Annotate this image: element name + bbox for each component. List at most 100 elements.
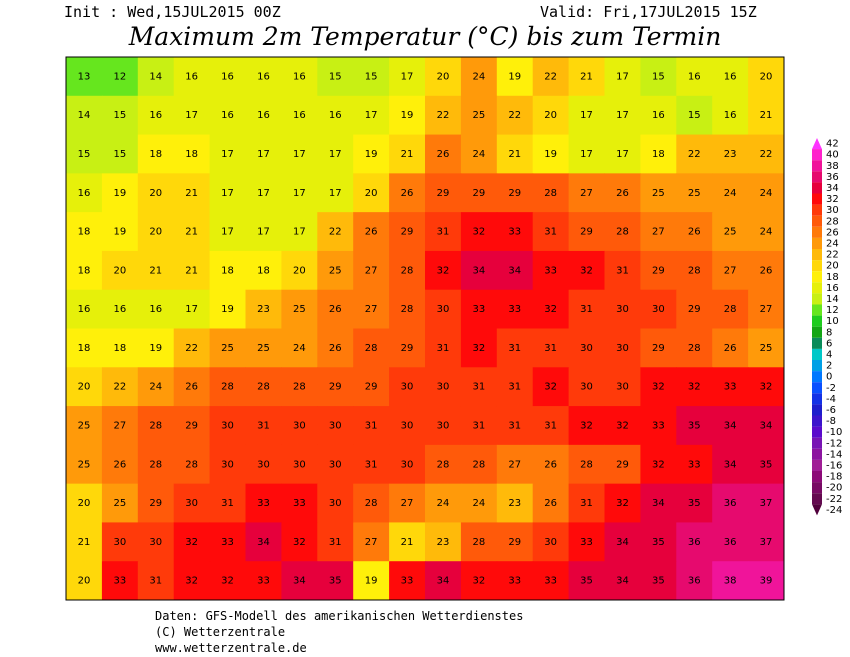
- temperature-cell: [604, 522, 641, 562]
- temperature-cell: [317, 250, 354, 291]
- temperature-cell: [532, 444, 570, 485]
- temperature-label: 15: [688, 110, 701, 121]
- temperature-label: 35: [652, 576, 665, 587]
- temperature-cell: [676, 406, 713, 446]
- temperature-label: 26: [329, 343, 342, 354]
- temperature-cell: [137, 289, 175, 329]
- scale-swatch: [812, 138, 822, 150]
- temperature-label: 30: [401, 382, 414, 393]
- temperature-label: 25: [78, 420, 91, 431]
- temperature-label: 30: [329, 459, 342, 470]
- temperature-label: 19: [365, 149, 378, 160]
- temperature-cell: [460, 328, 498, 368]
- temperature-cell: [209, 250, 246, 291]
- temperature-label: 16: [78, 188, 91, 199]
- temperature-label: 28: [149, 420, 162, 431]
- temperature-label: 36: [724, 537, 737, 548]
- temperature-cell: [568, 561, 605, 601]
- temperature-cell: [604, 444, 641, 485]
- scale-swatch: [812, 249, 822, 261]
- temperature-label: 28: [472, 459, 485, 470]
- temperature-label: 31: [544, 420, 557, 431]
- temperature-cell: [66, 212, 103, 252]
- temperature-cell: [532, 173, 570, 213]
- temperature-cell: [425, 367, 462, 407]
- scale-swatch: [812, 360, 822, 372]
- temperature-cell: [281, 173, 318, 213]
- temperature-cell: [676, 483, 713, 523]
- temperature-cell: [532, 367, 570, 407]
- temperature-cell: [640, 444, 677, 485]
- temperature-label: 33: [652, 420, 665, 431]
- temperature-cell: [209, 212, 246, 252]
- temperature-cell: [101, 57, 139, 97]
- temperature-label: 34: [257, 537, 270, 548]
- temperature-label: 31: [365, 459, 378, 470]
- temperature-cell: [460, 57, 498, 97]
- temperature-label: 30: [544, 537, 557, 548]
- temperature-label: 30: [257, 459, 270, 470]
- temperature-label: 29: [688, 304, 701, 315]
- temperature-cell: [712, 406, 749, 446]
- temperature-cell: [748, 444, 785, 485]
- temperature-cell: [568, 328, 605, 368]
- temperature-label: 29: [329, 382, 342, 393]
- temperature-label: 28: [401, 304, 414, 315]
- scale-swatch: [812, 459, 822, 471]
- temperature-label: 29: [472, 188, 485, 199]
- temperature-cell: [604, 57, 641, 97]
- temperature-label: 30: [185, 498, 198, 509]
- temperature-label: 38: [724, 576, 737, 587]
- temperature-label: 16: [293, 71, 306, 82]
- temperature-label: 19: [544, 149, 557, 160]
- scale-label: 16: [826, 283, 839, 294]
- scale-swatch: [812, 315, 822, 327]
- temperature-cell: [101, 173, 139, 213]
- temperature-cell: [66, 289, 103, 329]
- temperature-label: 21: [760, 110, 773, 121]
- temperature-cell: [604, 483, 641, 523]
- temperature-cell: [676, 444, 713, 485]
- temperature-label: 22: [688, 149, 701, 160]
- scale-label: 42: [826, 139, 839, 150]
- temperature-label: 17: [221, 149, 234, 160]
- temperature-label: 32: [293, 537, 306, 548]
- temperature-label: 25: [652, 188, 665, 199]
- temperature-label: 29: [437, 188, 450, 199]
- temperature-label: 16: [293, 110, 306, 121]
- temperature-cell: [568, 367, 605, 407]
- temperature-cell: [568, 250, 605, 291]
- temperature-label: 31: [257, 420, 270, 431]
- temperature-label: 28: [472, 537, 485, 548]
- temperature-label: 29: [580, 227, 593, 238]
- temperature-cell: [317, 367, 354, 407]
- scale-swatch: [812, 160, 822, 172]
- scale-swatch: [812, 404, 822, 416]
- temperature-cell: [425, 561, 462, 601]
- temperature-cell: [604, 406, 641, 446]
- temperature-label: 30: [401, 420, 414, 431]
- temperature-cell: [604, 212, 641, 252]
- temperature-cell: [173, 328, 211, 368]
- temperature-cell: [748, 367, 785, 407]
- temperature-label: 28: [221, 382, 234, 393]
- temperature-cell: [532, 250, 570, 291]
- temperature-label: 17: [329, 188, 342, 199]
- temperature-label: 18: [78, 265, 91, 276]
- temperature-cell: [173, 367, 211, 407]
- temperature-cell: [496, 289, 534, 329]
- scale-swatch: [812, 504, 822, 516]
- temperature-cell: [425, 173, 462, 213]
- temperature-label: 24: [149, 382, 162, 393]
- scale-label: 10: [826, 316, 839, 327]
- temperature-cell: [317, 212, 354, 252]
- scale-swatch: [812, 237, 822, 249]
- temperature-cell: [748, 561, 785, 601]
- temperature-label: 17: [257, 188, 270, 199]
- temperature-label: 33: [508, 576, 521, 587]
- temperature-label: 30: [437, 420, 450, 431]
- temperature-cell: [353, 444, 390, 485]
- temperature-label: 33: [113, 576, 126, 587]
- temperature-label: 28: [293, 382, 306, 393]
- temperature-cell: [640, 367, 677, 407]
